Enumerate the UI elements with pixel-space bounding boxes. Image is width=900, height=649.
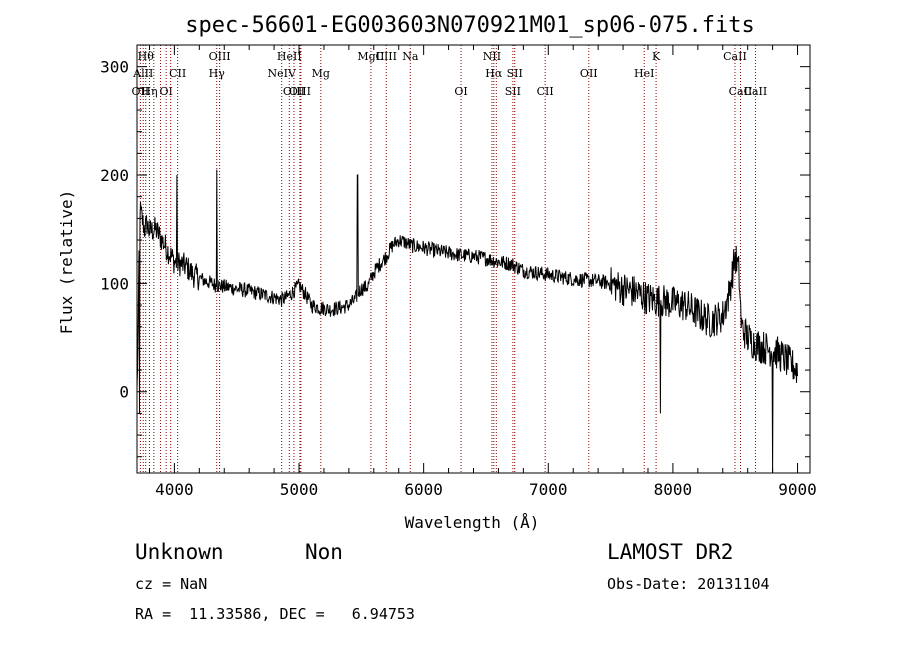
line-marker-label: CaII bbox=[723, 50, 747, 63]
line-marker-label: Na bbox=[402, 50, 419, 63]
line-marker-label: CIII bbox=[376, 50, 397, 63]
y-tick-label: 200 bbox=[100, 166, 129, 185]
axis-tick-group: 4000 5000 6000 7000 8000 9000 0 100 200 300 bbox=[100, 44, 817, 499]
chart-title: spec-56601-EG003603N070921M01_sp06-075.f… bbox=[185, 13, 755, 38]
line-marker-label: SII bbox=[507, 67, 523, 80]
line-marker-label: CII bbox=[537, 85, 554, 98]
survey-label: LAMOST DR2 bbox=[607, 540, 734, 564]
spectrum-chart: spec-56601-EG003603N070921M01_sp06-075.f… bbox=[57, 13, 817, 532]
spectrum-line bbox=[136, 169, 798, 474]
line-marker-label: Hα bbox=[485, 67, 503, 80]
y-axis-label: Flux (relative) bbox=[57, 190, 76, 335]
line-marker-label: OII bbox=[132, 85, 150, 98]
line-marker-label: CII bbox=[169, 67, 186, 80]
line-marker-label: OIII bbox=[209, 50, 231, 63]
line-marker-label: CaII bbox=[744, 85, 768, 98]
line-marker-label: OII bbox=[580, 67, 598, 80]
x-tick-label: 4000 bbox=[155, 480, 194, 499]
line-marker-label: HeII bbox=[277, 50, 302, 63]
line-marker-label: HeI bbox=[634, 67, 654, 80]
plot-frame bbox=[136, 44, 811, 474]
subclass-label: Non bbox=[305, 540, 343, 564]
line-marker-label: Hθ bbox=[138, 50, 155, 63]
cz-value: cz = NaN bbox=[135, 575, 208, 593]
line-marker-label: Hη bbox=[141, 85, 157, 98]
line-marker-label: OI bbox=[454, 85, 467, 98]
x-tick-label: 8000 bbox=[654, 480, 693, 499]
line-marker-label: NII bbox=[483, 50, 501, 63]
line-marker-label: MgII bbox=[357, 50, 384, 63]
y-tick-label: 100 bbox=[100, 274, 129, 293]
line-marker-label: OIII bbox=[289, 85, 311, 98]
line-marker-label: OI bbox=[159, 85, 172, 98]
class-label: Unknown bbox=[135, 540, 224, 564]
obs-date: Obs-Date: 20131104 bbox=[607, 575, 770, 593]
line-marker-label: NeIV bbox=[267, 67, 296, 80]
line-marker-label: AlII bbox=[132, 67, 153, 80]
line-marker-label: OIII bbox=[283, 85, 305, 98]
coordinates: RA = 11.33586, DEC = 6.94753 bbox=[135, 605, 415, 623]
x-tick-label: 5000 bbox=[280, 480, 319, 499]
x-tick-label: 9000 bbox=[778, 480, 817, 499]
line-marker-label: Mg bbox=[312, 67, 330, 80]
line-marker-label: Hγ bbox=[209, 67, 226, 80]
x-tick-label: 7000 bbox=[529, 480, 568, 499]
y-tick-label: 0 bbox=[119, 383, 129, 402]
x-tick-label: 6000 bbox=[404, 480, 443, 499]
line-marker-label: SII bbox=[505, 85, 521, 98]
line-marker-label: CaII bbox=[729, 85, 753, 98]
line-marker-label: K bbox=[652, 50, 661, 63]
y-tick-label: 300 bbox=[100, 58, 129, 77]
x-axis-label: Wavelength (Å) bbox=[405, 513, 540, 532]
